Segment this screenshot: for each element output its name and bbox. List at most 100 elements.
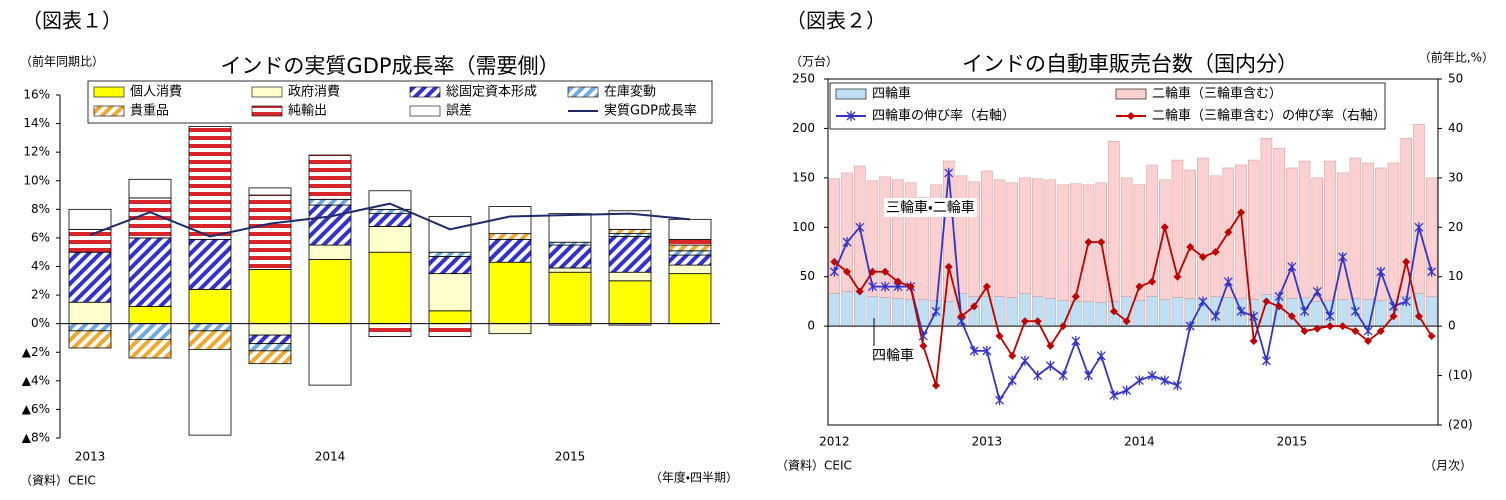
x-tick-label: 2013: [972, 435, 1003, 449]
bar-segment: [308, 323, 352, 386]
bar-segment: [428, 256, 472, 275]
bar-segment: [608, 236, 652, 273]
bar-segment: [917, 197, 930, 300]
point-marker: [1414, 312, 1423, 321]
legend-label: 個人消費: [130, 85, 182, 100]
point-marker: [1173, 272, 1182, 281]
figure-label: （図表２）: [786, 9, 886, 33]
legend-swatch: [409, 86, 441, 98]
y-axis-label: （万台）: [790, 54, 838, 69]
bar-segment: [128, 338, 172, 359]
point-marker: [1046, 341, 1055, 350]
bar-segment: [1044, 179, 1057, 299]
bar-segment: [1336, 172, 1349, 300]
bar-segment: [1146, 164, 1158, 297]
point-marker: [868, 267, 877, 276]
legend-box: [87, 80, 713, 124]
point-marker: [1364, 336, 1373, 345]
bar-segment: [308, 198, 352, 206]
y2-tick-label: (10): [1448, 368, 1473, 382]
bar-segment: [1311, 301, 1324, 327]
legend-swatch: [409, 105, 441, 117]
bar-segment: [1006, 297, 1019, 327]
chart: （図表１） インドの実質GDP成長率（需要側） （前年同期比） （年度・四半期） （資料…: [20, 9, 738, 488]
point-marker: [855, 222, 865, 233]
chart: （図表２） インドの自動車販売台数（国内分） （万台） （前年比,%） （月次） （資料）…: [776, 9, 1494, 473]
bar-segment: [608, 228, 652, 235]
y-tick-label: 0%: [31, 316, 50, 330]
legend-swatch: [251, 105, 283, 117]
point-marker: [1186, 243, 1195, 252]
bar-segment: [248, 334, 292, 345]
point-marker: [1401, 296, 1411, 307]
bar-segment: [668, 250, 712, 256]
point-marker: [1313, 324, 1322, 333]
y2-tick-label: 40: [1448, 121, 1463, 135]
bar-segment: [841, 291, 853, 327]
bar-segment: [892, 179, 904, 299]
bar-segment: [1006, 182, 1019, 298]
point-marker: [1363, 326, 1373, 337]
bar-segment: [68, 251, 112, 303]
chart-title: インドの実質GDP成長率（需要側）: [220, 54, 559, 78]
y-tick-label: 6%: [31, 230, 50, 244]
bar-segment: [368, 213, 412, 227]
point-marker: [1147, 370, 1157, 381]
bar-segment: [668, 254, 712, 266]
bar-segment: [879, 176, 891, 298]
bar-segment: [488, 238, 532, 263]
point-marker: [1084, 370, 1093, 381]
y2-tick-label: 30: [1448, 170, 1463, 184]
point-marker: [982, 345, 992, 356]
point-marker: [1300, 306, 1310, 317]
point-marker: [1427, 266, 1437, 277]
y-tick-label: 12%: [23, 145, 50, 159]
legend-swatch: [567, 86, 599, 98]
point-marker: [1109, 390, 1119, 401]
point-marker: [1414, 222, 1424, 233]
bar-segment: [668, 244, 712, 252]
y-tick-label: 50: [800, 269, 815, 283]
bar-segment: [1044, 298, 1057, 327]
point-marker: [995, 332, 1004, 341]
point-marker: [1261, 355, 1271, 366]
point-marker: [944, 262, 953, 271]
bar-segment: [1184, 169, 1196, 299]
y2-tick-label: (20): [1448, 418, 1473, 432]
point-marker: [1402, 257, 1411, 266]
point-marker: [1122, 385, 1132, 396]
bar-segment: [1133, 184, 1146, 301]
bar-segment: [1286, 167, 1298, 299]
bar-segment: [1070, 183, 1082, 302]
y-tick-label: 8%: [31, 202, 50, 216]
bar-segment: [1146, 296, 1158, 327]
point-marker: [1325, 322, 1334, 331]
point-marker: [1097, 238, 1106, 247]
point-marker: [1008, 351, 1017, 360]
x-tick-label: 2014: [1124, 435, 1155, 449]
point-marker: [1237, 208, 1246, 217]
bar-segment: [1311, 177, 1324, 302]
bar-segment: [1413, 124, 1425, 294]
point-marker: [970, 302, 979, 311]
chart-title: インドの自動車販売台数（国内分）: [962, 52, 1298, 76]
x-tick-label: 2013: [75, 450, 106, 464]
bar-segment: [68, 208, 112, 230]
point-marker: [1127, 112, 1135, 120]
bar-segment: [1171, 297, 1184, 327]
legend-swatch: [835, 88, 867, 100]
legend-label: 実質GDP成長率: [604, 103, 697, 119]
x-axis-label: （年度・四半期）: [650, 471, 738, 485]
point-marker: [969, 345, 979, 356]
bar-segment: [1375, 300, 1387, 327]
bar-segment: [368, 226, 412, 253]
bar-segment: [1197, 157, 1209, 300]
bar-segment: [993, 179, 1006, 297]
y2-tick-label: 0: [1448, 319, 1456, 333]
y-tick-label: 2%: [31, 288, 50, 302]
bar-segment: [128, 306, 172, 325]
bar-segment: [1260, 138, 1273, 295]
legend-label: 二輪車（三輪車含む）の伸び率（右軸）: [1152, 109, 1386, 124]
